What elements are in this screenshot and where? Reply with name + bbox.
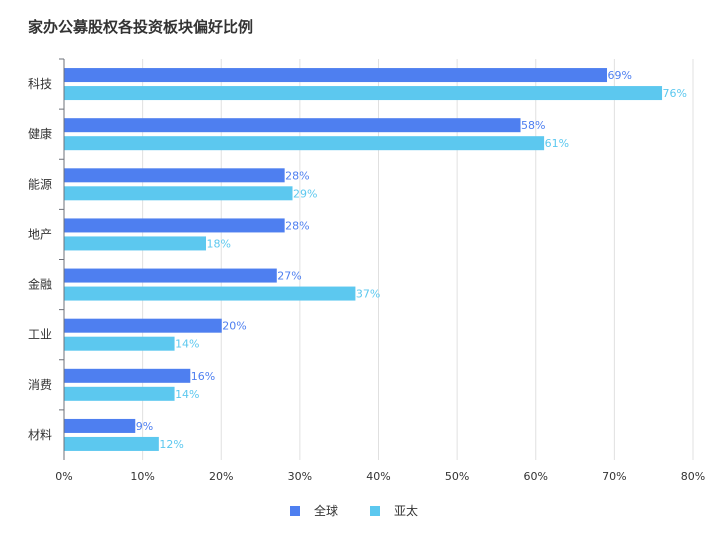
data-label: 28% [285, 169, 309, 182]
data-label: 18% [207, 237, 231, 250]
x-tick-label: 70% [602, 470, 626, 483]
category-label: 健康 [28, 126, 52, 141]
data-label: 69% [608, 69, 632, 82]
legend-swatch[interactable] [290, 506, 300, 516]
bar-global [64, 418, 136, 433]
data-label: 14% [175, 338, 199, 351]
data-label: 12% [159, 438, 183, 451]
bar-global [64, 368, 191, 383]
data-label: 14% [175, 388, 199, 401]
x-tick-label: 60% [524, 470, 548, 483]
x-tick-label: 0% [55, 470, 72, 483]
data-label: 27% [277, 270, 301, 283]
category-label: 能源 [28, 177, 52, 191]
bar-apac [64, 286, 356, 301]
data-label: 61% [545, 137, 569, 150]
data-label: 76% [663, 87, 687, 100]
legend-label[interactable]: 亚太 [394, 503, 418, 518]
data-label: 28% [285, 219, 309, 232]
data-label: 9% [136, 420, 153, 433]
category-label: 材料 [28, 428, 52, 442]
data-label: 16% [191, 370, 215, 383]
legend-swatch[interactable] [370, 506, 380, 516]
data-label: 37% [356, 288, 380, 301]
x-tick-label: 10% [130, 470, 154, 483]
x-tick-label: 40% [366, 470, 390, 483]
category-label: 地产 [28, 227, 52, 241]
category-label: 消费 [28, 378, 52, 392]
category-label: 科技 [28, 77, 52, 91]
bar-apac [64, 136, 545, 151]
category-label: 金融 [28, 277, 52, 292]
bar-global [64, 68, 608, 83]
bar-apac [64, 436, 159, 451]
legend-label[interactable]: 全球 [314, 503, 338, 518]
data-label: 29% [293, 187, 317, 200]
data-labels: 69% 76% 58%61% 28% 29% 28% 18% 27% 37% 20% 14% 16% 1… [136, 69, 687, 451]
bar-global [64, 168, 285, 183]
category-label: 工业 [28, 328, 52, 342]
bar-global [64, 118, 521, 133]
bar-apac [64, 236, 207, 251]
bar-apac [64, 336, 175, 351]
bar-global [64, 318, 222, 333]
grid-lines [142, 59, 694, 460]
bar-apac [64, 186, 293, 201]
bar-apac [64, 386, 175, 401]
bar-apac [64, 86, 663, 101]
x-tick-label: 50% [445, 470, 469, 483]
bars [64, 68, 663, 451]
legend: 全球 亚太 [290, 503, 418, 518]
bar-global [64, 218, 285, 233]
x-tick-label: 20% [209, 470, 233, 483]
x-tick-label: 80% [681, 470, 705, 483]
bar-global [64, 268, 277, 283]
data-label: 58% [521, 119, 545, 132]
chart-title: 家办公募股权各投资板块偏好比例 [28, 18, 254, 36]
value-axis: 0% 10% 20% 30% 40% 50% 60% 70% 80% [55, 470, 705, 483]
x-tick-label: 30% [288, 470, 312, 483]
data-label: 20% [222, 320, 246, 333]
